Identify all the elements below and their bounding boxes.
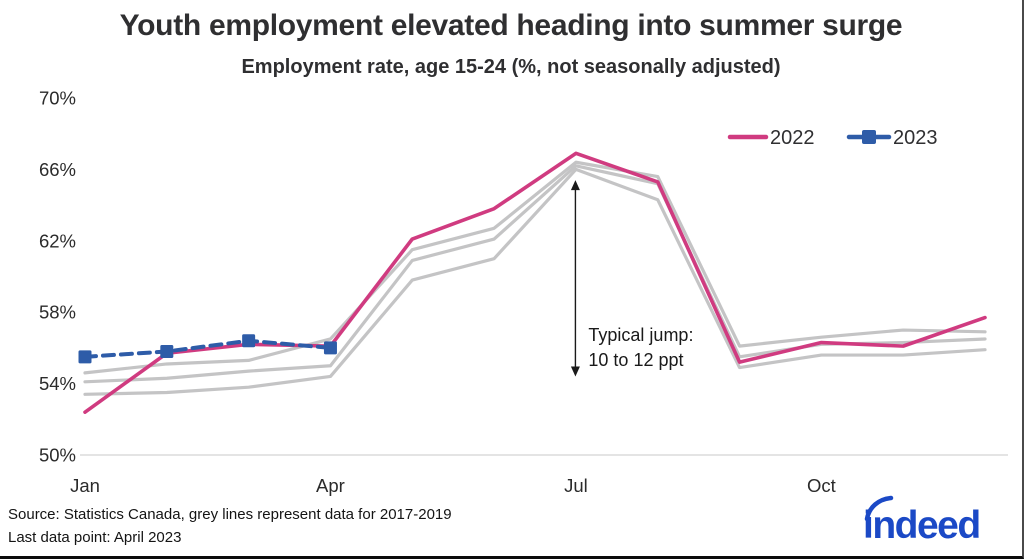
series-2019 — [83, 160, 987, 375]
series-2017 — [83, 167, 987, 396]
legend-swatch-marker — [862, 130, 876, 144]
y-axis-tick-label: 50% — [39, 445, 76, 466]
y-axis-tick-label: 62% — [39, 230, 76, 251]
indeed-logo: indeed — [860, 495, 1010, 550]
chart-subtitle: Employment rate, age 15-24 (%, not seaso… — [241, 56, 781, 78]
y-axis-tick-label: 54% — [39, 373, 76, 394]
series-2023-marker — [242, 334, 256, 348]
y-axis-tick-label: 66% — [39, 159, 76, 180]
last-data-note: Last data point: April 2023 — [8, 529, 182, 547]
series-2018-line — [83, 164, 987, 384]
legend-item-2023: 2023 — [846, 127, 938, 149]
series-2023-marker — [160, 344, 174, 358]
annotation-text-line1: Typical jump: — [588, 325, 693, 345]
chart-title: Youth employment elevated heading into s… — [119, 9, 903, 42]
annotation-arrowhead-bottom — [570, 366, 580, 377]
legend: 2022 2023 — [727, 127, 938, 149]
series-2017-line — [83, 167, 987, 396]
indeed-logo-text: indeed — [863, 504, 980, 545]
x-axis-tick-label: Oct — [807, 475, 836, 496]
series-2023-marker — [323, 341, 337, 355]
x-axis-tick-label: Jan — [70, 475, 100, 496]
x-axis-tick-label: Apr — [316, 475, 345, 496]
series-2022-line — [83, 151, 987, 414]
y-axis: 70% 66% 62% 58% 54% 50% — [39, 88, 76, 466]
source-note: Source: Statistics Canada, grey lines re… — [8, 506, 452, 523]
y-axis-tick-label: 58% — [39, 302, 76, 323]
annotation-text-line2: 10 to 12 ppt — [588, 350, 683, 370]
series-2023 — [78, 334, 337, 364]
series-2019-line — [83, 160, 987, 375]
series-2023-marker — [78, 350, 92, 364]
x-axis: Jan Apr Jul Oct — [70, 475, 836, 496]
series-2023-line — [83, 338, 333, 359]
legend-label: 2022 — [770, 127, 815, 149]
y-axis-tick-label: 70% — [39, 88, 76, 109]
annotation-typical-jump: Typical jump: 10 to 12 ppt — [570, 180, 693, 377]
series-2022 — [83, 151, 987, 414]
series-2018 — [83, 164, 987, 384]
legend-item-2022: 2022 — [727, 127, 815, 149]
annotation-arrowhead-top — [570, 180, 580, 191]
x-axis-tick-label: Jul — [564, 475, 588, 496]
legend-label: 2023 — [893, 127, 938, 149]
indeed-logo-swoosh-icon — [864, 495, 894, 522]
footer: Source: Statistics Canada, grey lines re… — [8, 503, 452, 550]
